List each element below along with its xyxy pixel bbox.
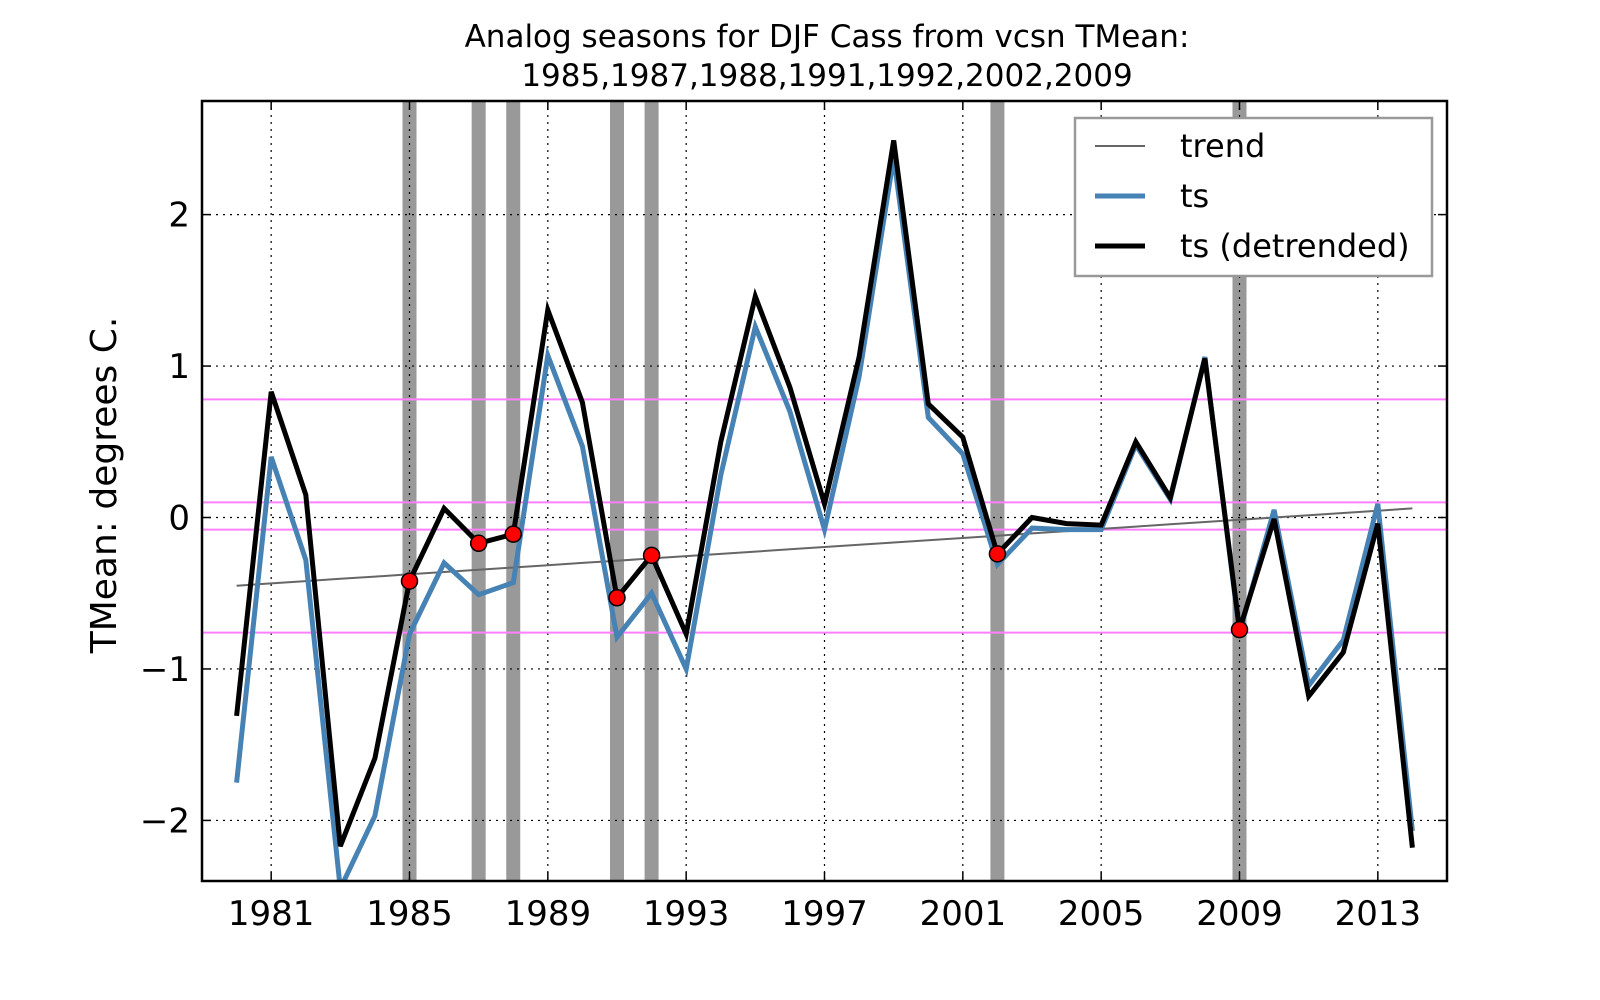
axis-ticks [202, 101, 1447, 881]
legend-label-ts-detrended: ts (detrended) [1180, 227, 1410, 265]
chart-subtitle: 1985,1987,1988,1991,1992,2002,2009 [521, 58, 1132, 94]
analog-marker [1230, 620, 1249, 639]
plot-area [202, 101, 1447, 881]
analog-bands [402, 101, 1247, 881]
x-tick-label: 2005 [1058, 894, 1145, 934]
analog-marker [504, 525, 522, 543]
analog-band [644, 101, 659, 881]
y-axis-label: TMean: degrees C. [84, 317, 125, 655]
y-tick-label: −1 [140, 650, 190, 690]
analog-band [402, 101, 417, 881]
x-tick-label: 2009 [1196, 894, 1283, 934]
analog-band [471, 101, 486, 881]
x-tick-label: 2001 [920, 894, 1007, 934]
x-tick-label: 1997 [781, 894, 868, 934]
analog-band [506, 101, 521, 881]
x-tick-label: 1993 [643, 894, 730, 934]
series-lines [234, 140, 1415, 881]
legend: trend ts ts (detrended) [1073, 116, 1434, 278]
y-tick-label: −2 [140, 801, 190, 841]
series-line-trend [236, 507, 1413, 587]
x-tick-label: 2013 [1335, 894, 1422, 934]
tick-labels: 1981 1985 1989 1993 1997 2001 2005 2009 2013 −2 −1… [140, 196, 1421, 934]
analog-band [1232, 101, 1247, 881]
y-tick-label: 0 [168, 499, 190, 539]
legend-label-trend: trend [1180, 127, 1265, 165]
analog-marker [400, 572, 419, 590]
analog-marker [988, 545, 1007, 563]
analog-marker [469, 534, 488, 553]
chart-title: Analog seasons for DJF Cass from vcsn TM… [465, 19, 1190, 55]
legend-label-ts: ts [1180, 177, 1209, 215]
y-tick-label: 2 [168, 196, 190, 236]
x-tick-label: 1985 [366, 894, 453, 934]
analog-band [990, 101, 1005, 881]
analog-markers [400, 525, 1249, 639]
analog-band [610, 101, 624, 881]
series-line-ts-detrended [234, 140, 1415, 848]
x-tick-label: 1989 [505, 894, 592, 934]
y-tick-label: 1 [168, 347, 190, 387]
analog-marker [608, 589, 626, 607]
analog-marker [642, 546, 661, 565]
x-tick-label: 1981 [228, 894, 315, 934]
